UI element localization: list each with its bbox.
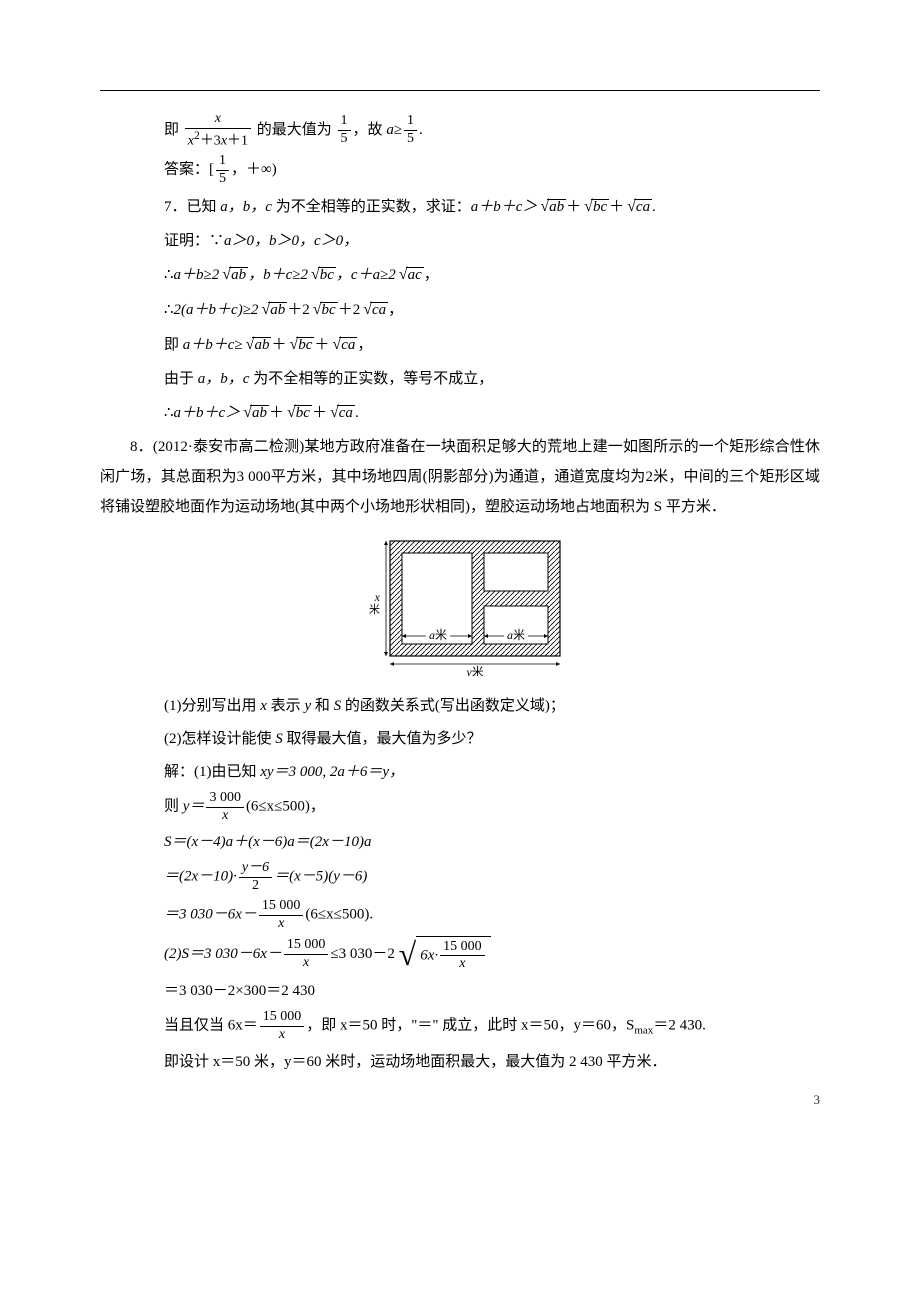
fraction: 15 000 x <box>259 898 304 933</box>
proof-line-1: 证明：∵a＞0，b＞0，c＞0， <box>164 226 820 256</box>
solution-1-start: 解：(1)由已知 xy＝3 000, 2a＋6＝y， <box>164 757 820 787</box>
sqrt: ca <box>329 329 357 361</box>
svg-text:y米: y米 <box>465 665 483 676</box>
sqrt: bc <box>308 259 336 291</box>
plaza-diagram: x 米 a米 a米 y米 <box>350 536 570 676</box>
iff-line: 当且仅当 6x＝ 15 000 x ，即 x＝50 时，"＝" 成立，此时 x＝… <box>164 1009 820 1044</box>
fraction: 15 000 x <box>284 937 329 972</box>
question-2: (2)怎样设计能使 S 取得最大值，最大值为多少？ <box>164 724 820 754</box>
sqrt: ab <box>243 329 272 361</box>
S-line-3: ＝3 030－6x－ 15 000 x (6≤x≤500). <box>164 898 820 933</box>
sqrt: bc <box>284 397 312 429</box>
fraction: 3 000 x <box>206 790 244 825</box>
fraction: x x2＋3x＋1 <box>185 111 251 150</box>
svg-text:a米: a米 <box>429 628 447 642</box>
document-page: 即 x x2＋3x＋1 的最大值为 1 5 ，故 a≥ 1 5 . 答案：[ 1… <box>0 0 920 1120</box>
sqrt: bc <box>286 329 314 361</box>
line-max-value: 即 x x2＋3x＋1 的最大值为 1 5 ，故 a≥ 1 5 . <box>164 111 820 150</box>
sqrt: bc <box>581 191 609 223</box>
sqrt: ab <box>258 294 287 326</box>
sqrt: ac <box>396 259 424 291</box>
diagram: x 米 a米 a米 y米 <box>100 536 820 681</box>
sqrt: ca <box>360 294 388 326</box>
top-rule <box>100 90 820 91</box>
svg-text:a米: a米 <box>507 628 525 642</box>
fraction: 1 5 <box>404 113 417 148</box>
question-1: (1)分别写出用 x 表示 y 和 S 的函数关系式(写出函数定义域)； <box>164 691 820 721</box>
text: 的最大值为 <box>257 122 332 138</box>
S-line-1: S＝(x－4)a＋(x－6)a＝(2x－10)a <box>164 827 820 857</box>
proof-line-6: ∴a＋b＋c＞ab＋bc＋ca. <box>164 397 820 429</box>
svg-text:x: x <box>374 590 381 604</box>
page-number: 3 <box>814 1092 821 1108</box>
final-line: 即设计 x＝50 米，y＝60 米时，运动场地面积最大，最大值为 2 430 平… <box>164 1047 820 1077</box>
svg-text:米: 米 <box>369 603 380 616</box>
part-2-inequality: (2)S＝3 030－6x－ 15 000 x ≤3 030－2 √ 6x· 1… <box>164 936 820 974</box>
fraction: 1 5 <box>338 113 351 148</box>
sqrt: bc <box>310 294 338 326</box>
fraction: y－6 2 <box>239 860 272 895</box>
problem-7: 7．已知 a，b，c 为不全相等的正实数，求证：a＋b＋c＞ab＋bc＋ca. <box>164 191 820 223</box>
sqrt: ca <box>327 397 355 429</box>
sqrt-large: √ 6x· 15 000 x <box>399 936 491 974</box>
y-equation: 则 y＝ 3 000 x (6≤x≤500)， <box>164 790 820 825</box>
text: 即 <box>164 122 183 138</box>
proof-line-2: ∴a＋b≥2ab，b＋c≥2bc，c＋a≥2ac， <box>164 259 820 291</box>
S-line-2: ＝(2x－10)· y－6 2 ＝(x－5)(y－6) <box>164 860 820 895</box>
problem-8-text: 8．(2012·泰安市高二检测)某地方政府准备在一块面积足够大的荒地上建一如图所… <box>100 432 820 522</box>
proof-line-3: ∴2(a＋b＋c)≥2ab＋2bc＋2ca， <box>164 294 820 326</box>
fraction: 15 000 x <box>260 1009 305 1044</box>
line-answer: 答案：[ 1 5 ，＋∞) <box>164 153 820 188</box>
sqrt: ab <box>240 397 269 429</box>
proof-line-5: 由于 a，b，c 为不全相等的正实数，等号不成立， <box>164 364 820 394</box>
sqrt: ab <box>219 259 248 291</box>
fraction: 1 5 <box>216 153 229 188</box>
sqrt: ab <box>537 191 566 223</box>
fraction: 15 000 x <box>440 939 485 974</box>
equals-2430: ＝3 030－2×300＝2 430 <box>164 976 820 1006</box>
proof-line-4: 即 a＋b＋c≥ab＋bc＋ca， <box>164 329 820 361</box>
sqrt: ca <box>624 191 652 223</box>
